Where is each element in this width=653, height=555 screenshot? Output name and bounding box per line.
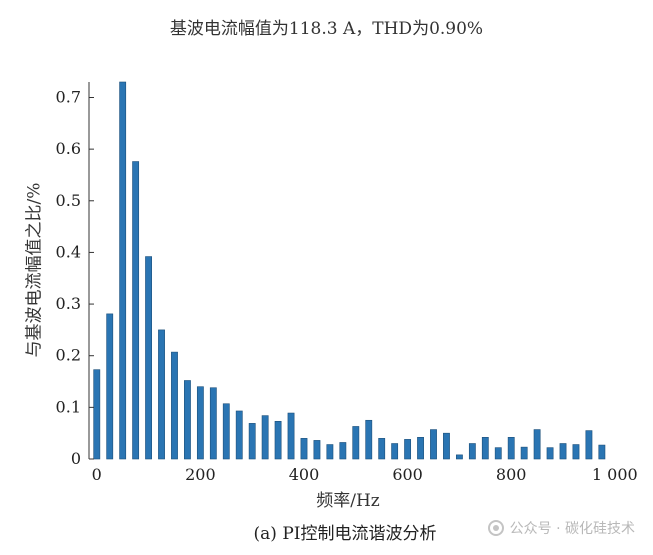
bar — [209, 387, 217, 460]
y-tick-label: 0.6 — [56, 139, 81, 158]
bar-series — [93, 81, 606, 460]
bar — [598, 444, 606, 460]
y-tick-label: 0.5 — [56, 191, 81, 210]
bar — [274, 420, 282, 460]
watermark-text: 公众号 · 碳化硅技术 — [509, 521, 635, 537]
bar — [326, 444, 334, 460]
bar — [171, 351, 178, 460]
x-tick-label: 0 — [92, 465, 102, 484]
bar — [339, 442, 347, 460]
bar — [455, 454, 463, 460]
bar — [106, 313, 114, 460]
bar — [378, 438, 386, 460]
y-tick-label: 0.3 — [56, 294, 81, 313]
bar — [119, 81, 127, 460]
y-tick-label: 0.4 — [56, 242, 81, 261]
bar — [520, 446, 528, 460]
figure-caption: (a) PI控制电流谐波分析 — [253, 524, 437, 544]
axes: 0 0.1 0.2 0.3 0.4 0.5 0.6 0.7 0 200 400 600 800 1 000 — [56, 82, 638, 484]
bar — [352, 426, 360, 460]
y-tick-label: 0.2 — [56, 346, 81, 365]
watermark: 公众号 · 碳化硅技术 — [487, 518, 635, 538]
bar — [132, 161, 140, 460]
bar — [404, 439, 412, 460]
bar — [546, 447, 554, 460]
y-tick-label: 0.1 — [56, 397, 81, 416]
bar — [585, 430, 593, 460]
bar — [468, 443, 476, 460]
x-tick-label: 1 000 — [592, 465, 638, 484]
x-tick-label: 600 — [392, 465, 423, 484]
y-tick-label: 0.7 — [56, 87, 81, 106]
bar — [533, 429, 541, 460]
bar — [391, 443, 399, 460]
bar — [196, 386, 204, 460]
bar — [572, 444, 580, 460]
bar — [443, 432, 450, 460]
chart-title: 基波电流幅值为118.3 A，THD为0.90% — [169, 19, 484, 39]
bar — [158, 329, 165, 460]
bar — [184, 380, 191, 460]
bar — [261, 415, 269, 460]
wechat-icon — [487, 520, 504, 536]
bar — [222, 403, 230, 460]
bar — [300, 438, 308, 460]
bar — [235, 410, 243, 460]
y-axis-label: 与基波电流幅值之比/% — [24, 182, 45, 358]
x-tick-label: 200 — [185, 465, 216, 484]
bar — [417, 437, 424, 460]
y-tick-label: 0 — [71, 449, 81, 468]
bar — [507, 437, 515, 460]
x-tick-label: 400 — [289, 465, 320, 484]
bar — [287, 412, 295, 460]
bar — [494, 447, 502, 460]
bar — [93, 369, 101, 460]
bar — [248, 423, 256, 460]
bar — [481, 437, 489, 460]
bar — [145, 256, 152, 460]
bar — [430, 429, 437, 460]
bar — [365, 419, 373, 460]
x-axis-label: 频率/Hz — [316, 491, 380, 511]
bar — [559, 443, 567, 460]
bar — [313, 440, 321, 460]
x-tick-label: 800 — [496, 465, 527, 484]
